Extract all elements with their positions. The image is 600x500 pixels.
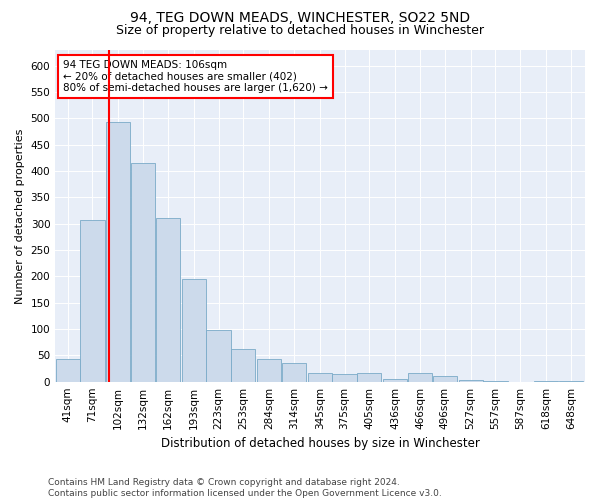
Bar	[282, 364, 306, 382]
Bar	[484, 381, 508, 382]
Bar	[206, 330, 230, 382]
Bar	[433, 376, 457, 382]
Bar	[358, 372, 382, 382]
Bar	[232, 348, 256, 382]
Text: 94 TEG DOWN MEADS: 106sqm
← 20% of detached houses are smaller (402)
80% of semi: 94 TEG DOWN MEADS: 106sqm ← 20% of detac…	[63, 60, 328, 93]
X-axis label: Distribution of detached houses by size in Winchester: Distribution of detached houses by size …	[161, 437, 479, 450]
Y-axis label: Number of detached properties: Number of detached properties	[15, 128, 25, 304]
Bar	[182, 279, 206, 382]
Bar	[80, 220, 104, 382]
Text: Size of property relative to detached houses in Winchester: Size of property relative to detached ho…	[116, 24, 484, 37]
Bar	[383, 379, 407, 382]
Bar	[131, 163, 155, 382]
Bar	[106, 122, 130, 382]
Bar	[257, 359, 281, 382]
Text: Contains HM Land Registry data © Crown copyright and database right 2024.
Contai: Contains HM Land Registry data © Crown c…	[48, 478, 442, 498]
Bar	[458, 380, 482, 382]
Bar	[308, 372, 332, 382]
Bar	[534, 381, 558, 382]
Bar	[56, 359, 80, 382]
Bar	[332, 374, 356, 382]
Bar	[559, 381, 583, 382]
Bar	[156, 218, 180, 382]
Text: 94, TEG DOWN MEADS, WINCHESTER, SO22 5ND: 94, TEG DOWN MEADS, WINCHESTER, SO22 5ND	[130, 11, 470, 25]
Bar	[408, 372, 432, 382]
